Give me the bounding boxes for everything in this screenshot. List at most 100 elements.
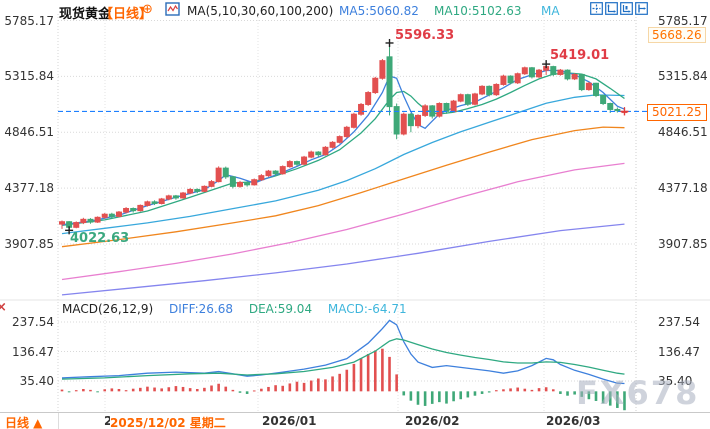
- candle: [514, 73, 521, 84]
- macd-bar: [274, 385, 277, 392]
- candle: [578, 73, 585, 91]
- candle: [457, 94, 464, 102]
- macd-bar: [438, 391, 441, 403]
- period-tag[interactable]: 【日线】: [100, 7, 153, 22]
- high-annotation: 5596.33: [395, 28, 455, 43]
- macd-bar: [82, 388, 85, 392]
- fx678-watermark: FX678: [576, 374, 700, 412]
- ma-settings-label[interactable]: MA(5,10,30,60,100,200): [187, 4, 334, 18]
- candle: [536, 69, 543, 78]
- candle: [329, 141, 336, 148]
- candle: [215, 167, 222, 183]
- candle: [436, 102, 443, 117]
- macd-header: MACD(26,12,9) DIFF:26.68 DEA:59.04 MACD:…: [62, 302, 419, 316]
- candle: [229, 176, 236, 187]
- candle: [265, 170, 272, 177]
- time-tick-jan: 2026/01: [262, 414, 317, 428]
- price-axis-label: 5315.84: [4, 69, 54, 84]
- macd-bar: [587, 391, 591, 400]
- second-high-annotation: 5419.01: [550, 48, 610, 63]
- candle: [379, 60, 386, 79]
- macd-bar: [480, 391, 484, 394]
- pan-right-icon[interactable]: [635, 2, 648, 15]
- candle: [123, 208, 130, 213]
- candlestick-style-icon[interactable]: [165, 2, 180, 19]
- macd-bar: [559, 391, 562, 394]
- candle: [59, 221, 65, 225]
- candle: [471, 93, 478, 105]
- fit-both-axes-icon[interactable]: [605, 2, 618, 15]
- candle: [415, 114, 421, 127]
- candle: [80, 218, 87, 224]
- macd-bar: [594, 391, 598, 401]
- price-axis-label: 4846.51: [658, 125, 708, 140]
- macd-bar: [366, 353, 370, 392]
- price-axis-label: 5315.84: [658, 69, 708, 84]
- macd-bar: [188, 388, 192, 392]
- candlestick-chart-canvas[interactable]: [0, 0, 710, 412]
- macd-bar: [309, 380, 313, 392]
- candle: [151, 201, 158, 205]
- price-axis-label: 3907.85: [658, 237, 708, 251]
- candle: [115, 211, 122, 217]
- macd-bar: [487, 391, 491, 393]
- macd-axis-label: 237.54: [658, 315, 700, 329]
- macd-bar: [409, 391, 413, 401]
- candle: [564, 69, 571, 80]
- candle: [94, 216, 101, 223]
- candle: [550, 66, 557, 75]
- candle: [272, 170, 279, 175]
- candle: [322, 146, 329, 156]
- candle: [137, 204, 144, 212]
- macd-bar: [452, 391, 455, 402]
- candle: [308, 151, 315, 158]
- macd-bar: [252, 390, 256, 392]
- macd-bar: [473, 391, 477, 396]
- fit-y-axis-icon[interactable]: [620, 2, 633, 15]
- candle: [600, 95, 607, 104]
- macd-bar: [167, 387, 171, 392]
- macd-bar: [260, 388, 263, 392]
- macd-bar: [416, 391, 420, 405]
- macd-bar: [60, 389, 64, 392]
- macd-bar: [74, 390, 78, 392]
- macd-macd-value: MACD:-64.71: [327, 302, 407, 316]
- macd-bar: [345, 369, 349, 392]
- time-tick-mar: 2026/03: [546, 414, 601, 428]
- macd-line-dea_points: [61, 338, 625, 380]
- candle: [607, 102, 614, 110]
- macd-bar: [495, 390, 498, 392]
- macd-bar: [210, 385, 213, 392]
- candle: [73, 222, 80, 228]
- macd-bar: [160, 388, 163, 392]
- macd-bar: [430, 391, 434, 404]
- crosshair-icon[interactable]: [590, 2, 603, 15]
- candle: [187, 188, 194, 194]
- macd-bar: [231, 389, 235, 392]
- candle: [101, 213, 108, 218]
- macd-bar: [544, 387, 548, 392]
- macd-bar: [502, 389, 505, 392]
- macd-axis-label: 35.40: [19, 374, 54, 388]
- macd-title[interactable]: MACD(26,12,9): [62, 302, 154, 316]
- candle: [521, 67, 528, 75]
- macd-bar: [195, 388, 199, 392]
- candle: [372, 77, 379, 94]
- ma10-value-label: MA10:5102.63: [434, 4, 522, 18]
- period-selector[interactable]: 日线 ▲: [5, 416, 43, 429]
- macd-bar: [509, 388, 512, 392]
- macd-bar: [537, 388, 541, 392]
- macd-close-icon[interactable]: ×: [0, 300, 7, 315]
- macd-bar: [238, 391, 242, 393]
- macd-bar: [381, 348, 384, 392]
- candle: [365, 92, 372, 105]
- last-price-tag: 5021.25: [647, 104, 707, 121]
- macd-bar: [530, 389, 534, 392]
- expand-icon[interactable]: ⊕: [142, 2, 153, 17]
- macd-bar: [516, 387, 519, 392]
- candle: [614, 108, 621, 112]
- macd-bar: [96, 391, 99, 393]
- macd-bar: [402, 391, 406, 396]
- candle: [315, 151, 322, 156]
- candle: [486, 85, 493, 96]
